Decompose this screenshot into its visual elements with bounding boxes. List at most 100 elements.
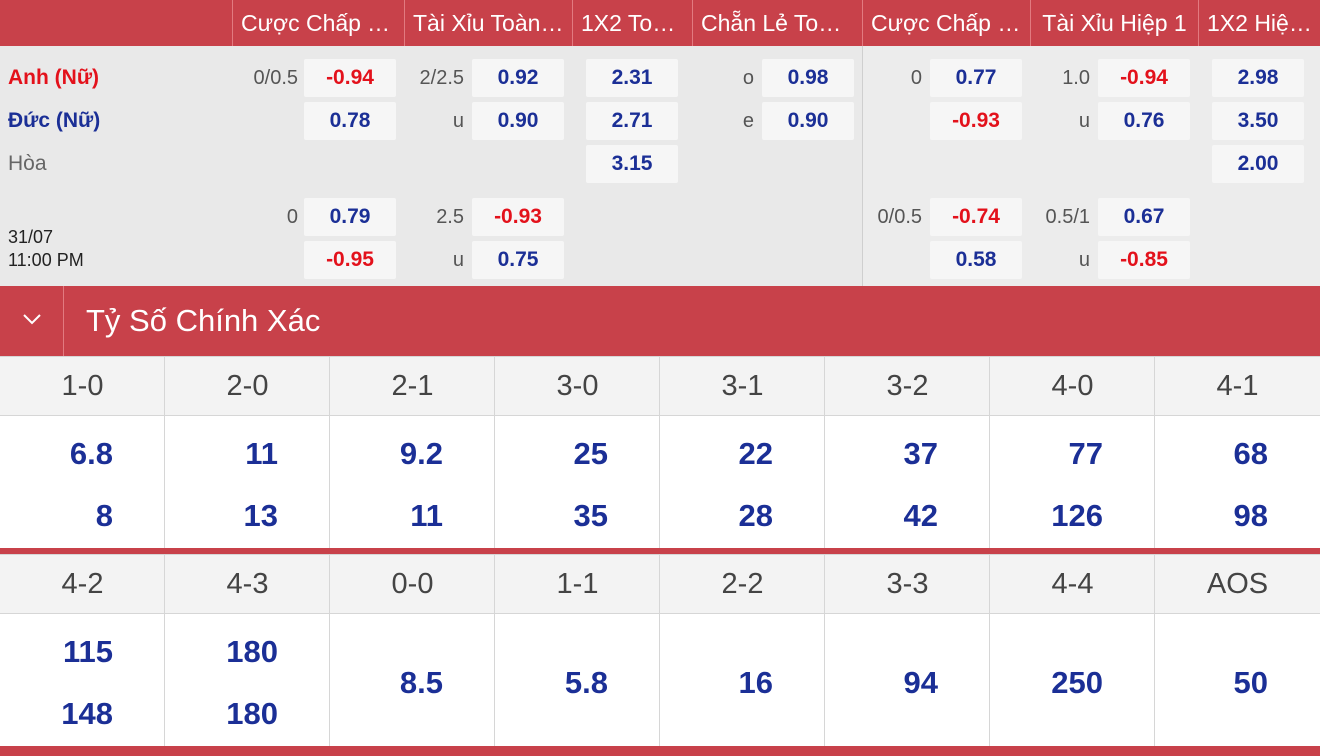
h1-x12-draw-odds[interactable]: 2.00	[1212, 145, 1304, 183]
column-divider	[989, 356, 990, 548]
score-odds-away[interactable]: 98	[1233, 498, 1268, 533]
alt-ah-home-odds[interactable]: 0.79	[304, 198, 396, 236]
alt-h1-ah-home-odds[interactable]: -0.74	[930, 198, 1022, 236]
home-team-name: Anh (Nữ)	[8, 66, 100, 89]
alt-h1-ou-under-label: u	[1078, 249, 1090, 271]
match-time: 11:00 PM	[8, 250, 84, 270]
match-date: 31/07	[8, 227, 54, 247]
score-odds-home[interactable]: 11	[245, 436, 278, 471]
score-odds-away[interactable]: 148	[61, 696, 113, 731]
correct-score-grid-2: 4-2 115 148 4-3 180 180 0-0 8.5 1-1 5.8 2-2 16 3-3 94…	[0, 554, 1320, 746]
h1-x12-home-odds[interactable]: 2.98	[1212, 59, 1304, 97]
score-odds[interactable]: 250	[1051, 665, 1103, 700]
score-odds[interactable]: 8.5	[399, 665, 443, 700]
score-odds[interactable]: 50	[1233, 665, 1268, 700]
score-odds[interactable]: 5.8	[564, 665, 608, 700]
ou-under-odds[interactable]: 0.90	[472, 102, 564, 140]
score-odds[interactable]: 16	[738, 665, 773, 700]
alt-ah-away-odds[interactable]: -0.95	[304, 241, 396, 279]
collapse-toggle[interactable]	[0, 286, 64, 356]
score-odds-home[interactable]: 22	[738, 436, 773, 471]
alt-h1-ou-over-odds[interactable]: 0.67	[1098, 198, 1190, 236]
score-odds-home[interactable]: 115	[62, 634, 113, 669]
alt-ou-over-odds[interactable]: -0.93	[472, 198, 564, 236]
score-odds-home[interactable]: 180	[226, 634, 278, 669]
column-divider	[1154, 356, 1155, 548]
score-label: 4-1	[1216, 370, 1259, 402]
h1-ou-over-odds[interactable]: -0.94	[1098, 59, 1190, 97]
column-divider	[1154, 554, 1155, 746]
header-1x2-full[interactable]: 1X2 Toàn Trận	[572, 0, 692, 46]
score-odds-away[interactable]: 13	[243, 498, 278, 533]
header-ou-full[interactable]: Tài Xỉu Toàn Trận	[404, 0, 572, 46]
correct-score-section-bar[interactable]: Tỷ Số Chính Xác	[0, 286, 1320, 356]
alt-ou-under-odds[interactable]: 0.75	[472, 241, 564, 279]
column-divider	[164, 554, 165, 746]
score-label: 3-3	[886, 568, 929, 600]
oe-odd-odds[interactable]: 0.98	[762, 59, 854, 97]
score-label: 1-1	[556, 568, 599, 600]
x12-away-odds[interactable]: 2.71	[586, 102, 678, 140]
ou-under-label: u	[452, 110, 464, 132]
away-team-name: Đức (Nữ)	[8, 109, 101, 132]
score-label: 3-2	[886, 370, 929, 402]
column-divider	[164, 356, 165, 548]
ou-over-odds[interactable]: 0.92	[472, 59, 564, 97]
column-divider	[659, 554, 660, 746]
score-odds-home[interactable]: 77	[1068, 436, 1103, 471]
score-label: 3-0	[556, 370, 599, 402]
h1-ah-away-odds[interactable]: -0.93	[930, 102, 1022, 140]
score-label: 1-0	[61, 370, 104, 402]
section-title: Tỷ Số Chính Xác	[86, 303, 321, 338]
header-ah-full[interactable]: Cược Chấp Toàn Trận	[232, 0, 404, 46]
score-odds-home[interactable]: 6.8	[69, 436, 113, 471]
score-odds-away[interactable]: 126	[1051, 498, 1103, 533]
ah-home-odds[interactable]: -0.94	[304, 59, 396, 97]
score-odds-home[interactable]: 9.2	[399, 436, 443, 471]
grid-separator	[0, 548, 1320, 554]
score-odds-home[interactable]: 68	[1233, 436, 1268, 471]
column-divider	[659, 356, 660, 548]
score-odds-home[interactable]: 25	[573, 436, 608, 471]
header-oe-full[interactable]: Chẵn Lẻ Toàn Trận	[692, 0, 862, 46]
header-ou-h1[interactable]: Tài Xỉu Hiệp 1	[1030, 0, 1198, 46]
x12-draw-odds[interactable]: 3.15	[586, 145, 678, 183]
alt-h1-ou-line: 0.5/1	[1045, 206, 1090, 228]
h1-ah-home-odds[interactable]: 0.77	[930, 59, 1022, 97]
x12-home-odds[interactable]: 2.31	[586, 59, 678, 97]
footer-bar	[0, 746, 1320, 756]
chevron-down-icon	[23, 314, 41, 325]
header-1x2-h1[interactable]: 1X2 Hiệp 1	[1198, 0, 1320, 46]
score-label: 4-4	[1051, 568, 1094, 600]
score-label: 4-3	[226, 568, 269, 600]
column-divider	[494, 554, 495, 746]
score-odds-away[interactable]: 8	[95, 498, 113, 533]
score-odds-away[interactable]: 28	[738, 498, 773, 533]
h1-x12-away-odds[interactable]: 3.50	[1212, 102, 1304, 140]
header-ah-h1[interactable]: Cược Chấp Hiệp 1	[862, 0, 1030, 46]
h1-ah-line: 0	[910, 67, 922, 89]
odds-panel: Anh (Nữ) Đức (Nữ) Hòa 31/07 11:00 PM 0/0…	[0, 46, 1320, 286]
score-odds-home[interactable]: 37	[903, 436, 938, 471]
h1-ou-line: 1.0	[1062, 67, 1090, 89]
score-label: 4-0	[1051, 370, 1094, 402]
ah-line: 0/0.5	[253, 67, 298, 89]
alt-h1-ah-away-odds[interactable]: 0.58	[930, 241, 1022, 279]
oe-even-label: e	[742, 110, 754, 132]
score-label: 2-1	[391, 370, 434, 402]
score-odds-away[interactable]: 42	[903, 498, 938, 533]
oe-odd-label: o	[742, 67, 754, 89]
score-label: 0-0	[391, 568, 434, 600]
h1-ou-under-label: u	[1078, 110, 1090, 132]
score-odds[interactable]: 94	[903, 665, 938, 700]
h1-ou-under-odds[interactable]: 0.76	[1098, 102, 1190, 140]
score-label: 3-1	[721, 370, 764, 402]
column-divider	[989, 554, 990, 746]
ah-away-odds[interactable]: 0.78	[304, 102, 396, 140]
oe-even-odds[interactable]: 0.90	[762, 102, 854, 140]
score-odds-away[interactable]: 35	[573, 498, 608, 533]
score-odds-away[interactable]: 11	[410, 498, 443, 533]
alt-h1-ah-line: 0/0.5	[877, 206, 922, 228]
alt-h1-ou-under-odds[interactable]: -0.85	[1098, 241, 1190, 279]
score-odds-away[interactable]: 180	[226, 696, 278, 731]
